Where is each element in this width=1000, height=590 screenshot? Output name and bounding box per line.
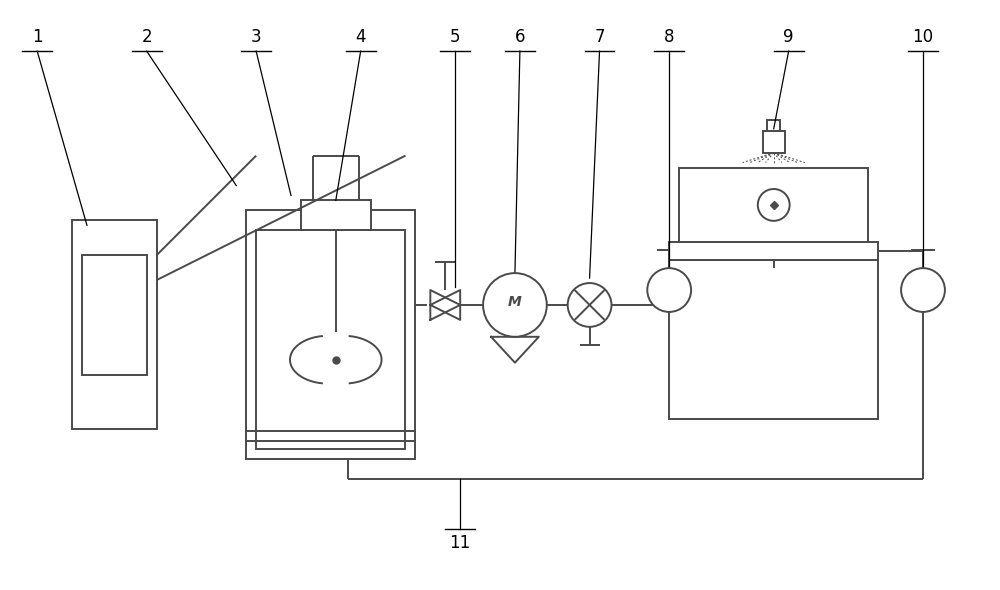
- Text: 6: 6: [515, 28, 525, 46]
- Text: 10: 10: [912, 28, 934, 46]
- Text: M: M: [508, 295, 522, 309]
- Text: 3: 3: [251, 28, 261, 46]
- Circle shape: [483, 273, 547, 337]
- Text: 1: 1: [32, 28, 43, 46]
- Bar: [669, 242, 878, 260]
- Text: 8: 8: [664, 28, 674, 46]
- Text: 2: 2: [141, 28, 152, 46]
- Text: 7: 7: [594, 28, 605, 46]
- Bar: [763, 131, 785, 153]
- Circle shape: [901, 268, 945, 312]
- Bar: [679, 168, 868, 242]
- Bar: [256, 230, 405, 449]
- Bar: [301, 201, 371, 230]
- Text: 11: 11: [450, 534, 471, 552]
- Circle shape: [568, 283, 611, 327]
- Circle shape: [647, 268, 691, 312]
- Circle shape: [758, 189, 790, 221]
- Text: 5: 5: [450, 28, 460, 46]
- Bar: [669, 260, 878, 419]
- Text: 4: 4: [355, 28, 366, 46]
- Text: 9: 9: [783, 28, 794, 46]
- Bar: [246, 211, 415, 459]
- Bar: [767, 120, 780, 131]
- Bar: [72, 220, 157, 430]
- Bar: [82, 255, 147, 375]
